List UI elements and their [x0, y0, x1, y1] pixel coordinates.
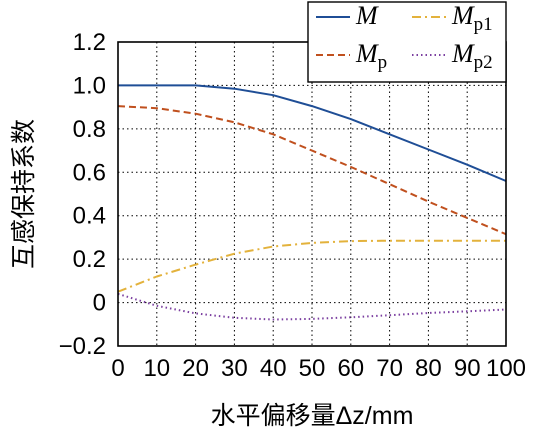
y-tick-label: 0.2	[73, 246, 106, 273]
series-line-m	[118, 84, 507, 182]
x-tick-label: 40	[260, 355, 287, 382]
x-tick-label: 20	[182, 355, 209, 382]
x-tick-label: 60	[337, 355, 364, 382]
x-tick-label: 30	[221, 355, 248, 382]
grid	[118, 42, 506, 346]
y-tick-label: 0.4	[73, 203, 106, 230]
y-tick-label: 0.6	[73, 159, 106, 186]
x-tick-label: 80	[415, 355, 442, 382]
legend-box	[307, 1, 507, 83]
y-tick-label: 0	[93, 290, 106, 317]
y-tick-label: 0.8	[73, 116, 106, 143]
series-line-mp	[117, 105, 507, 236]
tick-labels: 0 10 20 30 40 50 60 70 80 90 100−0.200.20.40.60.81…	[59, 29, 526, 382]
x-tick-label: 10	[143, 355, 170, 382]
y-tick-label: −0.2	[59, 333, 106, 360]
y-tick-label: 1.0	[73, 72, 106, 99]
legend-label-mp1: Mp1	[451, 1, 493, 35]
x-axis-title: 水平偏移量Δz/mm	[211, 402, 414, 430]
y-tick-label: 1.2	[73, 29, 106, 56]
x-tick-label: 70	[376, 355, 403, 382]
legend-label-mp2: Mp2	[451, 39, 493, 73]
legend-label-mp: Mp	[355, 39, 387, 73]
x-tick-label: 0	[111, 355, 124, 382]
series-line-mp1	[117, 239, 506, 293]
y-axis-title: 互感保持系数	[10, 119, 38, 269]
plot-lines	[117, 84, 507, 321]
legend-label-m: M	[355, 1, 379, 30]
x-tick-label: 100	[486, 355, 526, 382]
x-tick-label: 90	[454, 355, 481, 382]
legend: M Mp Mp1 Mp2	[307, 1, 507, 83]
x-tick-label: 50	[299, 355, 326, 382]
